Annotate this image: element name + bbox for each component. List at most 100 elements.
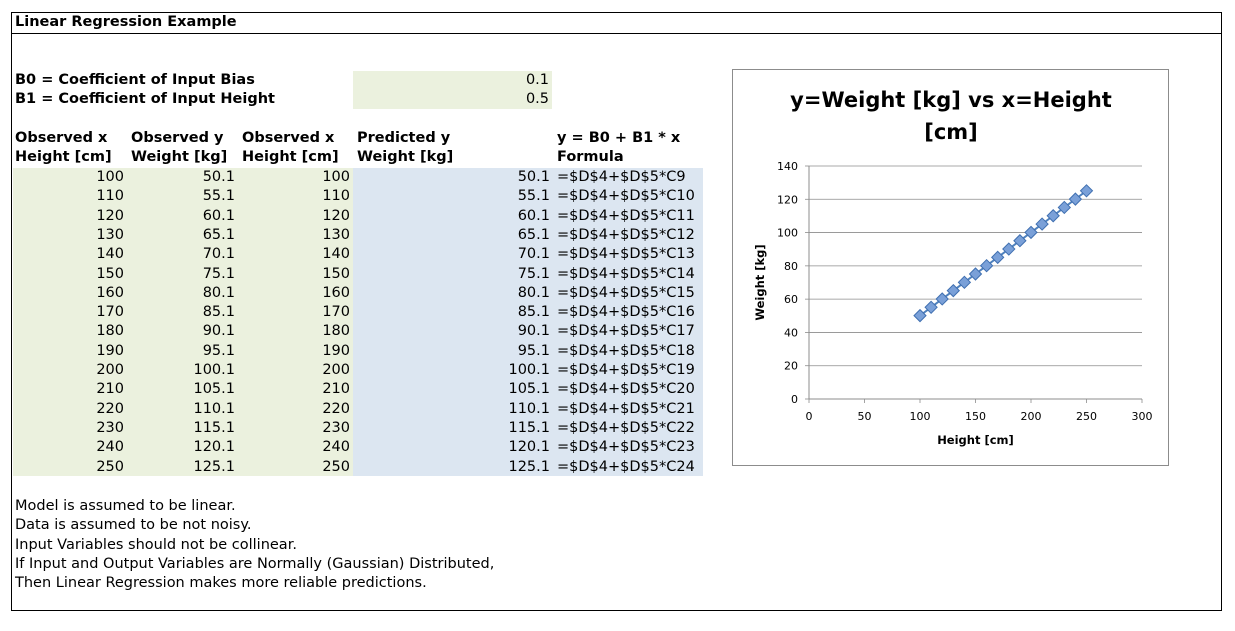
cell-observed-x-copy[interactable]: 140 xyxy=(322,246,350,263)
cell-formula[interactable]: =$D$4+$D$5*C21 xyxy=(557,400,695,417)
cell-observed-y[interactable]: 115.1 xyxy=(193,419,235,436)
cell-formula[interactable]: =$D$4+$D$5*C10 xyxy=(557,188,695,205)
cell-observed-x[interactable]: 220 xyxy=(96,400,124,417)
cell-formula[interactable]: =$D$4+$D$5*C14 xyxy=(557,265,695,282)
cell-predicted-y[interactable]: 60.1 xyxy=(517,207,550,224)
cell-observed-y[interactable]: 75.1 xyxy=(202,265,235,282)
cell-observed-x[interactable]: 130 xyxy=(96,226,124,243)
cell-observed-x[interactable]: 240 xyxy=(96,439,124,456)
cell-predicted-y[interactable]: 120.1 xyxy=(508,439,550,456)
cell-observed-x[interactable]: 210 xyxy=(96,381,124,398)
x-tick-label: 250 xyxy=(1076,410,1097,423)
cell-predicted-y[interactable]: 80.1 xyxy=(517,284,550,301)
cell-predicted-y[interactable]: 65.1 xyxy=(517,226,550,243)
y-tick-label: 40 xyxy=(784,326,798,339)
cell-observed-x-copy[interactable]: 250 xyxy=(322,458,350,475)
cell-observed-y[interactable]: 70.1 xyxy=(202,246,235,263)
cell-predicted-y[interactable]: 110.1 xyxy=(508,400,550,417)
cell-observed-x-copy[interactable]: 190 xyxy=(322,342,350,359)
cell-observed-y[interactable]: 110.1 xyxy=(193,400,235,417)
cell-observed-x-copy[interactable]: 200 xyxy=(322,362,350,378)
data-point-marker xyxy=(979,258,994,273)
cell-formula[interactable]: =$D$4+$D$5*C20 xyxy=(557,381,695,398)
cell-observed-x-copy[interactable]: 100 xyxy=(322,169,350,185)
cell-observed-y[interactable]: 105.1 xyxy=(193,381,235,398)
cell-observed-x-copy[interactable]: 150 xyxy=(322,265,350,282)
cell-observed-x[interactable]: 200 xyxy=(96,362,124,378)
cell-observed-x-copy[interactable]: 230 xyxy=(322,419,350,436)
cell-observed-x[interactable]: 250 xyxy=(96,458,124,475)
cell-predicted-y[interactable]: 55.1 xyxy=(517,188,550,205)
cell-predicted-y[interactable]: 75.1 xyxy=(517,265,550,282)
chart-container[interactable]: y=Weight [kg] vs x=Height [cm] 0 20 40 60 80 10… xyxy=(732,69,1169,466)
cell-observed-x[interactable]: 170 xyxy=(96,304,124,321)
cell-predicted-y[interactable]: 105.1 xyxy=(508,381,550,398)
cell-observed-y[interactable]: 90.1 xyxy=(202,323,235,340)
cell-observed-y[interactable]: 85.1 xyxy=(202,304,235,321)
y-tick-label: 120 xyxy=(777,193,798,206)
cell-formula[interactable]: =$D$4+$D$5*C11 xyxy=(557,207,695,224)
cell-predicted-y[interactable]: 95.1 xyxy=(517,342,550,359)
cell-observed-x[interactable]: 150 xyxy=(96,265,124,282)
cell-formula[interactable]: =$D$4+$D$5*C15 xyxy=(557,284,695,301)
x-tick-label: 0 xyxy=(806,410,813,423)
series-line xyxy=(919,189,1088,317)
cell-predicted-y[interactable]: 100.1 xyxy=(508,362,550,378)
cell-predicted-y[interactable]: 115.1 xyxy=(508,419,550,436)
y-tick-label: 140 xyxy=(777,160,798,173)
cell-observed-y[interactable]: 100.1 xyxy=(193,362,235,378)
cell-predicted-y[interactable]: 70.1 xyxy=(517,246,550,263)
cell-observed-x-copy[interactable]: 220 xyxy=(322,400,350,417)
cell-formula[interactable]: =$D$4+$D$5*C9 xyxy=(557,169,686,185)
cell-formula[interactable]: =$D$4+$D$5*C17 xyxy=(557,323,695,340)
data-point-marker xyxy=(946,283,961,298)
header-col2-line2: Weight [kg] xyxy=(131,149,228,165)
cell-formula[interactable]: =$D$4+$D$5*C16 xyxy=(557,304,695,321)
cell-observed-x[interactable]: 190 xyxy=(96,342,124,359)
data-point-marker xyxy=(1002,242,1016,256)
cell-observed-x-copy[interactable]: 180 xyxy=(322,323,350,340)
cell-observed-x[interactable]: 120 xyxy=(96,207,124,224)
cell-observed-y[interactable]: 55.1 xyxy=(202,188,235,205)
cell-observed-y[interactable]: 125.1 xyxy=(193,458,235,475)
cell-formula[interactable]: =$D$4+$D$5*C18 xyxy=(557,342,695,359)
cell-observed-x-copy[interactable]: 130 xyxy=(322,226,350,243)
cell-formula[interactable]: =$D$4+$D$5*C12 xyxy=(557,226,695,243)
cell-observed-x-copy[interactable]: 110 xyxy=(322,188,350,205)
cell-observed-y[interactable]: 80.1 xyxy=(202,284,235,301)
cell-formula[interactable]: =$D$4+$D$5*C23 xyxy=(557,439,695,456)
data-point-marker xyxy=(1024,225,1038,240)
cell-predicted-y[interactable]: 50.1 xyxy=(517,169,550,185)
header-col4-line1: Predicted y xyxy=(357,130,451,146)
coef-b0-value[interactable]: 0.1 xyxy=(525,72,549,88)
x-tick-label: 100 xyxy=(910,410,931,423)
cell-predicted-y[interactable]: 90.1 xyxy=(517,323,550,340)
coef-b1-label: B1 = Coefficient of Input Height xyxy=(15,91,275,107)
cell-observed-x[interactable]: 100 xyxy=(96,169,124,185)
cell-observed-x[interactable]: 230 xyxy=(96,419,124,436)
cell-formula[interactable]: =$D$4+$D$5*C19 xyxy=(557,362,695,378)
cell-observed-x-copy[interactable]: 240 xyxy=(322,439,350,456)
cell-observed-y[interactable]: 60.1 xyxy=(202,207,235,224)
coef-b1-value[interactable]: 0.5 xyxy=(525,91,549,107)
cell-observed-x[interactable]: 110 xyxy=(96,188,124,205)
cell-predicted-y[interactable]: 85.1 xyxy=(517,304,550,321)
data-point-marker xyxy=(935,292,949,306)
cell-observed-x-copy[interactable]: 160 xyxy=(322,284,350,301)
cell-observed-y[interactable]: 50.1 xyxy=(202,169,235,185)
cell-predicted-y[interactable]: 125.1 xyxy=(508,458,550,475)
cell-observed-x[interactable]: 180 xyxy=(96,323,124,340)
cell-observed-y[interactable]: 120.1 xyxy=(193,439,235,456)
cell-formula[interactable]: =$D$4+$D$5*C22 xyxy=(557,419,695,436)
cell-observed-x[interactable]: 140 xyxy=(96,246,124,263)
cell-observed-y[interactable]: 95.1 xyxy=(202,342,235,359)
cell-formula[interactable]: =$D$4+$D$5*C13 xyxy=(557,246,695,263)
cell-observed-x-copy[interactable]: 120 xyxy=(322,207,350,224)
cell-formula[interactable]: =$D$4+$D$5*C24 xyxy=(557,458,695,475)
cell-observed-x-copy[interactable]: 210 xyxy=(322,381,350,398)
y-tick-label: 20 xyxy=(784,360,798,373)
data-point-marker xyxy=(913,308,927,323)
cell-observed-x-copy[interactable]: 170 xyxy=(322,304,350,321)
cell-observed-y[interactable]: 65.1 xyxy=(202,226,235,243)
cell-observed-x[interactable]: 160 xyxy=(96,284,124,301)
